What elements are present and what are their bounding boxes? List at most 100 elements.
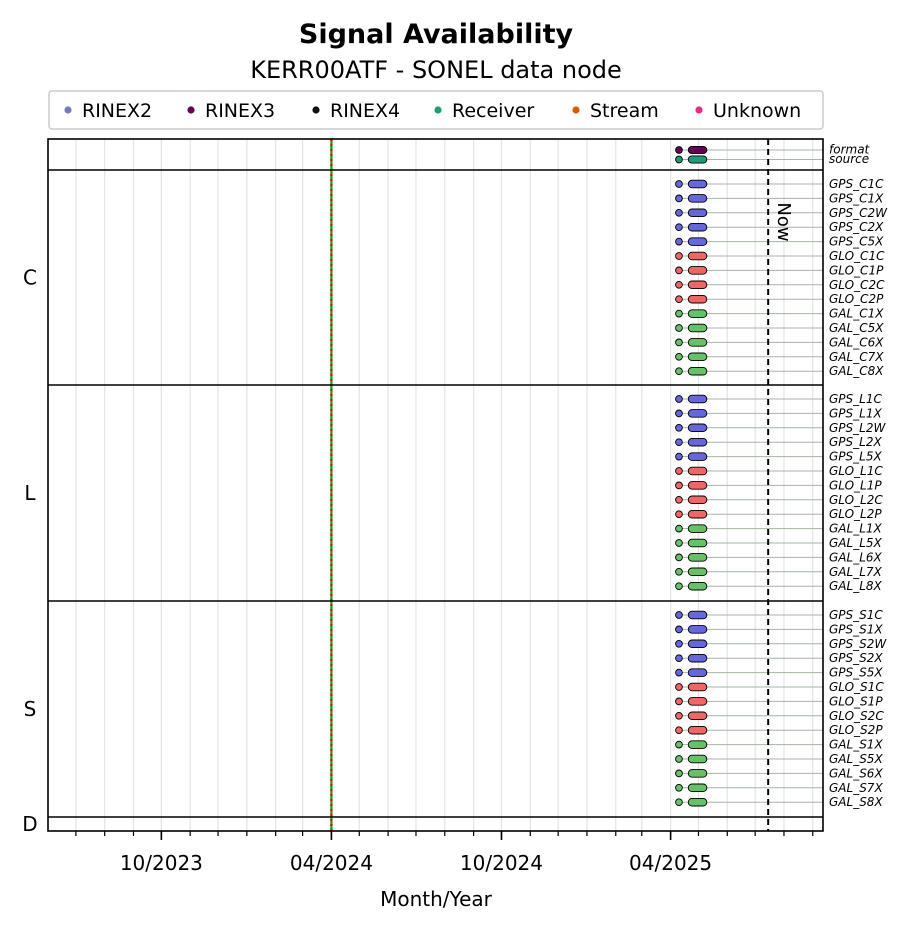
availability-bar bbox=[687, 783, 708, 793]
availability-point bbox=[675, 194, 683, 203]
signal-label: GAL_L5X bbox=[829, 536, 883, 550]
x-tick-label: 10/2024 bbox=[460, 851, 543, 875]
availability-bar bbox=[687, 352, 708, 362]
availability-point bbox=[675, 639, 683, 648]
meta-bar bbox=[687, 145, 708, 155]
x-axis: 10/2023 04/2024 10/2024 04/2025 bbox=[75, 831, 814, 875]
signal-label: GPS_S2X bbox=[829, 651, 883, 665]
x-axis-label: Month/Year bbox=[380, 887, 493, 911]
signal-label: GAL_S1X bbox=[829, 738, 883, 752]
signal-label: GAL_L8X bbox=[829, 579, 883, 593]
meta-point bbox=[675, 155, 683, 164]
legend-marker bbox=[434, 106, 442, 114]
signal-label: GPS_L1C bbox=[829, 392, 882, 406]
signal-label: GPS_C1X bbox=[829, 191, 884, 205]
availability-bar bbox=[687, 697, 708, 706]
availability-point bbox=[675, 524, 683, 533]
signal-label: GLO_C1C bbox=[829, 249, 885, 263]
availability-point bbox=[675, 309, 683, 318]
availability-bar bbox=[687, 567, 708, 577]
availability-point bbox=[675, 654, 683, 663]
signal-label: GAL_S8X bbox=[829, 795, 883, 809]
signal-label: GLO_S2P bbox=[829, 723, 883, 737]
signal-label: GAL_C5X bbox=[829, 321, 884, 335]
availability-point bbox=[675, 740, 683, 749]
availability-bar bbox=[687, 538, 708, 548]
availability-point bbox=[675, 510, 683, 519]
signal-label: GAL_C1X bbox=[829, 307, 884, 321]
availability-point bbox=[675, 237, 683, 246]
availability-bar bbox=[687, 769, 708, 778]
availability-bar bbox=[687, 409, 708, 418]
availability-point bbox=[675, 280, 683, 289]
availability-bar bbox=[687, 338, 708, 347]
availability-bar bbox=[687, 682, 708, 692]
legend-marker bbox=[187, 106, 195, 114]
availability-point bbox=[675, 553, 683, 562]
availability-point bbox=[675, 223, 683, 232]
availability-bar bbox=[687, 797, 708, 807]
signal-label: GAL_C8X bbox=[829, 364, 884, 378]
group-label-d: D bbox=[22, 812, 37, 836]
signal-label: GLO_L1P bbox=[829, 478, 882, 492]
availability-bar bbox=[687, 208, 708, 218]
now-label: Now bbox=[773, 202, 794, 241]
availability-point bbox=[675, 668, 683, 677]
signal-label: GAL_L7X bbox=[829, 565, 883, 579]
signal-label: GAL_C7X bbox=[829, 350, 884, 364]
availability-point bbox=[675, 266, 683, 275]
availability-point bbox=[675, 711, 683, 720]
availability-bar bbox=[687, 280, 708, 290]
plot-frame bbox=[47, 138, 824, 832]
availability-bar bbox=[687, 466, 708, 476]
availability-bar bbox=[687, 452, 708, 461]
availability-bar bbox=[687, 179, 708, 189]
availability-point bbox=[675, 567, 683, 576]
availability-point bbox=[675, 611, 683, 619]
x-tick-label: 04/2024 bbox=[290, 851, 373, 875]
availability-bar bbox=[687, 251, 708, 261]
availability-bar bbox=[687, 668, 708, 677]
signal-label: GLO_C1P bbox=[829, 263, 884, 277]
signal-label: GPS_L2X bbox=[829, 435, 882, 449]
availability-bar bbox=[687, 740, 708, 749]
availability-bar bbox=[687, 423, 708, 433]
legend-label: RINEX4 bbox=[330, 100, 400, 122]
legend-label: Receiver bbox=[452, 100, 534, 122]
signal-label: GLO_S2C bbox=[829, 709, 884, 723]
plot-area bbox=[47, 138, 824, 832]
availability-bar bbox=[687, 366, 708, 376]
availability-point bbox=[675, 423, 683, 432]
availability-point bbox=[675, 683, 683, 691]
availability-point bbox=[675, 352, 683, 361]
availability-point bbox=[675, 252, 683, 260]
availability-point bbox=[675, 726, 683, 735]
signal-label: GPS_S5X bbox=[829, 666, 883, 680]
signal-label: GPS_L2W bbox=[829, 421, 886, 435]
legend-marker bbox=[312, 106, 320, 114]
availability-point bbox=[675, 324, 683, 332]
group-label-s: S bbox=[24, 697, 37, 721]
legend-marker bbox=[572, 106, 580, 114]
legend-marker bbox=[695, 106, 703, 114]
availability-point bbox=[675, 409, 683, 418]
availability-bar bbox=[687, 754, 708, 764]
meta-label: format bbox=[829, 143, 871, 157]
availability-bar bbox=[687, 194, 708, 203]
availability-bar bbox=[687, 222, 708, 232]
chart-subtitle: KERR00ATF - SONEL data node bbox=[250, 56, 622, 84]
availability-point bbox=[675, 367, 683, 376]
signal-label: GLO_S1P bbox=[829, 694, 883, 708]
availability-bar bbox=[687, 394, 708, 404]
signal-label: GPS_S1C bbox=[829, 608, 883, 622]
meta-label: source bbox=[829, 152, 869, 166]
availability-bar bbox=[687, 481, 708, 490]
signal-label: GPS_C2X bbox=[829, 220, 884, 234]
availability-bar bbox=[687, 266, 708, 275]
availability-point bbox=[675, 208, 683, 217]
signal-label: GAL_S7X bbox=[829, 781, 883, 795]
signal-label: GPS_L5X bbox=[829, 450, 882, 464]
signal-label: GPS_S2W bbox=[829, 637, 887, 651]
availability-point bbox=[675, 438, 683, 447]
